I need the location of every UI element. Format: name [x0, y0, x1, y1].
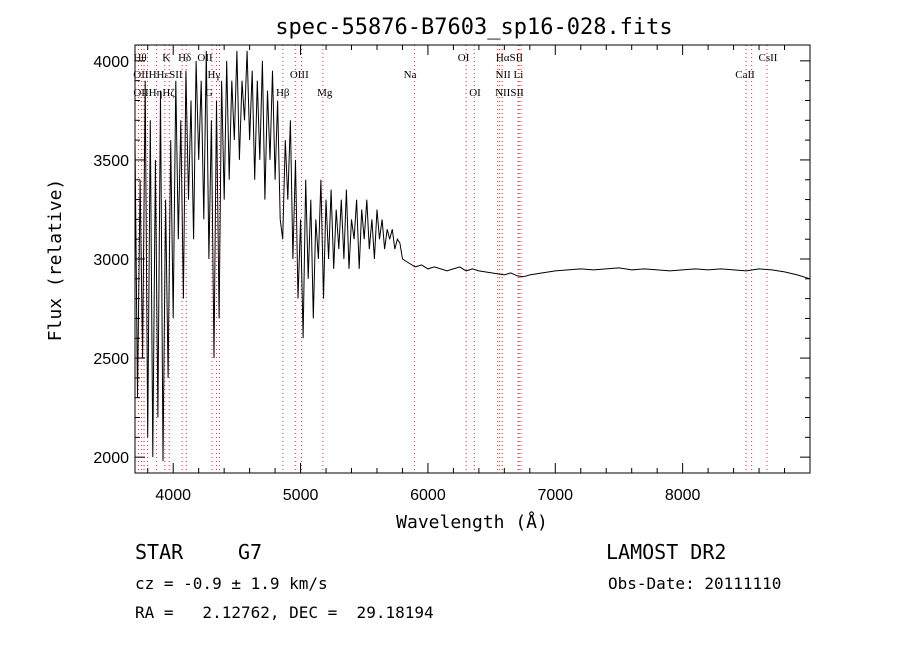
line-label-2: Hδ — [178, 52, 191, 64]
x-tick-label: 5000 — [283, 487, 319, 504]
y-tick-label: 3000 — [93, 252, 129, 269]
coordinates: RA = 2.12762, DEC = 29.18194 — [135, 603, 434, 622]
x-axis-label: Wavelength (Å) — [396, 511, 548, 533]
line-label-15: Hβ — [276, 87, 290, 99]
line-label-6: HαSII — [496, 52, 523, 64]
line-label-5: OI — [458, 52, 470, 64]
spectrum-series — [134, 50, 811, 462]
emission-line-markers — [137, 45, 768, 473]
x-tick-label: 6000 — [410, 487, 446, 504]
line-label-9: Hγ — [208, 69, 221, 81]
spectral-subclass: G7 — [238, 540, 263, 564]
line-label-13: OIIHηHζ — [133, 87, 175, 99]
y-axis-label: Flux (relative) — [45, 179, 66, 342]
axes: 4000 5000 6000 7000 8000 2000 2500 3000 3500 4000 — [93, 45, 811, 504]
line-label-3: OII — [197, 52, 213, 64]
redshift-velocity: cz = -0.9 ± 1.9 km/s — [135, 574, 328, 593]
x-tick-label: 4000 — [155, 487, 191, 504]
object-type: STAR — [135, 540, 184, 564]
spectrum-line — [134, 50, 811, 462]
line-label-4: OIII — [290, 69, 309, 81]
line-label-16: Mg — [317, 87, 333, 99]
line-label-8: OIIHHεSII — [133, 69, 183, 81]
line-label-14: G — [205, 87, 213, 99]
x-tick-label: 7000 — [537, 487, 573, 504]
line-label-10: Na — [404, 69, 417, 81]
survey-name: LAMOST DR2 — [606, 540, 727, 564]
chart-title: spec-55876-B7603_sp16-028.fits — [275, 15, 672, 40]
line-label-1: K — [162, 52, 170, 64]
y-tick-label: 2000 — [93, 450, 129, 467]
y-tick-label: 3500 — [93, 153, 129, 170]
y-tick-label: 2500 — [93, 351, 129, 368]
y-tick-label: 4000 — [93, 54, 129, 71]
line-label-18: NIISII — [495, 87, 524, 99]
observation-date: Obs-Date: 20111110 — [608, 574, 782, 593]
line-label-12: CaII — [735, 69, 755, 81]
line-label-11: NII Li — [496, 69, 524, 81]
x-tick-label: 8000 — [665, 487, 701, 504]
plot-frame — [134, 44, 811, 474]
line-label-7: CsII — [758, 52, 777, 64]
line-label-17: OI — [469, 87, 481, 99]
